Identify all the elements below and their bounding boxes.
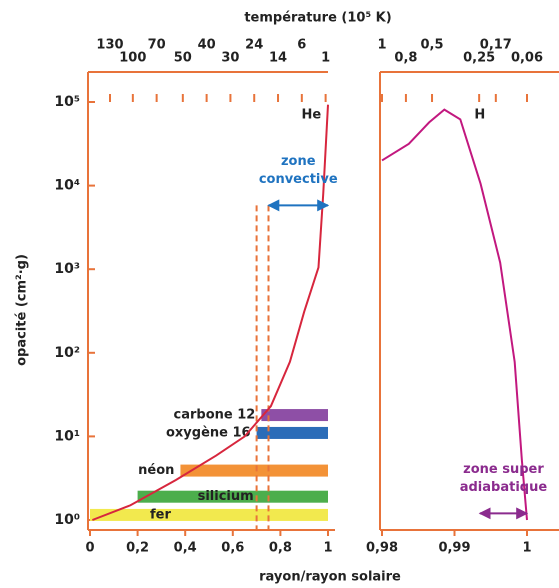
top-tick-label: 50: [174, 51, 192, 66]
y-tick-label: 10¹: [54, 428, 80, 444]
top-tick-label: 0,17: [480, 38, 512, 53]
y-tick-label: 10²: [54, 345, 80, 361]
x-tick-label: 0,2: [126, 541, 149, 556]
band-label: carbone 12: [174, 408, 256, 423]
top-tick-label: 0,8: [394, 51, 417, 66]
y-tick-label: 10⁴: [54, 178, 80, 194]
annotation-text: convective: [259, 172, 338, 187]
y-tick-label: 10⁰: [54, 512, 80, 528]
top-tick-label: 0,06: [511, 51, 543, 66]
data-line: [92, 104, 329, 521]
x-tick-label: 0,8: [269, 541, 292, 556]
top-tick-label: 14: [269, 51, 287, 66]
top-tick-label: 1: [321, 51, 330, 66]
x-tick-label: 0,6: [221, 541, 244, 556]
top-tick-label: 40: [198, 38, 216, 53]
y-tick-label: 10³: [54, 261, 80, 277]
top-tick-label: 30: [221, 51, 239, 66]
annotation-text: adiabatique: [460, 480, 548, 495]
x-axis-label: rayon/rayon solaire: [259, 570, 401, 585]
x-tick-label: 0,98: [366, 541, 398, 556]
element-band: [180, 464, 328, 477]
element-band: [137, 490, 328, 503]
band-label: silicium: [198, 489, 254, 504]
top-tick-label: 24: [245, 38, 263, 53]
y-tick-label: 10⁵: [54, 94, 80, 110]
band-label: néon: [138, 463, 174, 478]
band-label: oxygène 16: [166, 425, 251, 440]
annotation-text: He: [301, 107, 321, 122]
annotation-text: zone: [281, 154, 316, 169]
top-tick-label: 6: [297, 38, 306, 53]
top-tick-label: 100: [119, 51, 146, 66]
element-band: [261, 409, 328, 422]
element-band: [90, 508, 328, 521]
annotation-text: zone super: [463, 462, 544, 477]
top-tick-label: 0,25: [463, 51, 495, 66]
x-tick-label: 1: [323, 541, 332, 556]
x-tick-label: 1: [522, 541, 531, 556]
band-label: fer: [150, 507, 171, 522]
top-tick-label: 0,5: [421, 38, 444, 53]
annotation-text: H: [474, 107, 485, 122]
x-tick-label: 0: [85, 541, 94, 556]
x-tick-label: 0,4: [174, 541, 197, 556]
data-line: [381, 108, 528, 521]
x-tick-label: 0,99: [438, 541, 470, 556]
element-band: [256, 426, 328, 439]
top-tick-label: 130: [96, 38, 123, 53]
top-tick-label: 1: [377, 38, 386, 53]
top-tick-label: 70: [148, 38, 166, 53]
top-axis-label: température (10⁵ K): [244, 11, 391, 26]
y-axis-label: opacité (cm²·g): [15, 254, 30, 366]
